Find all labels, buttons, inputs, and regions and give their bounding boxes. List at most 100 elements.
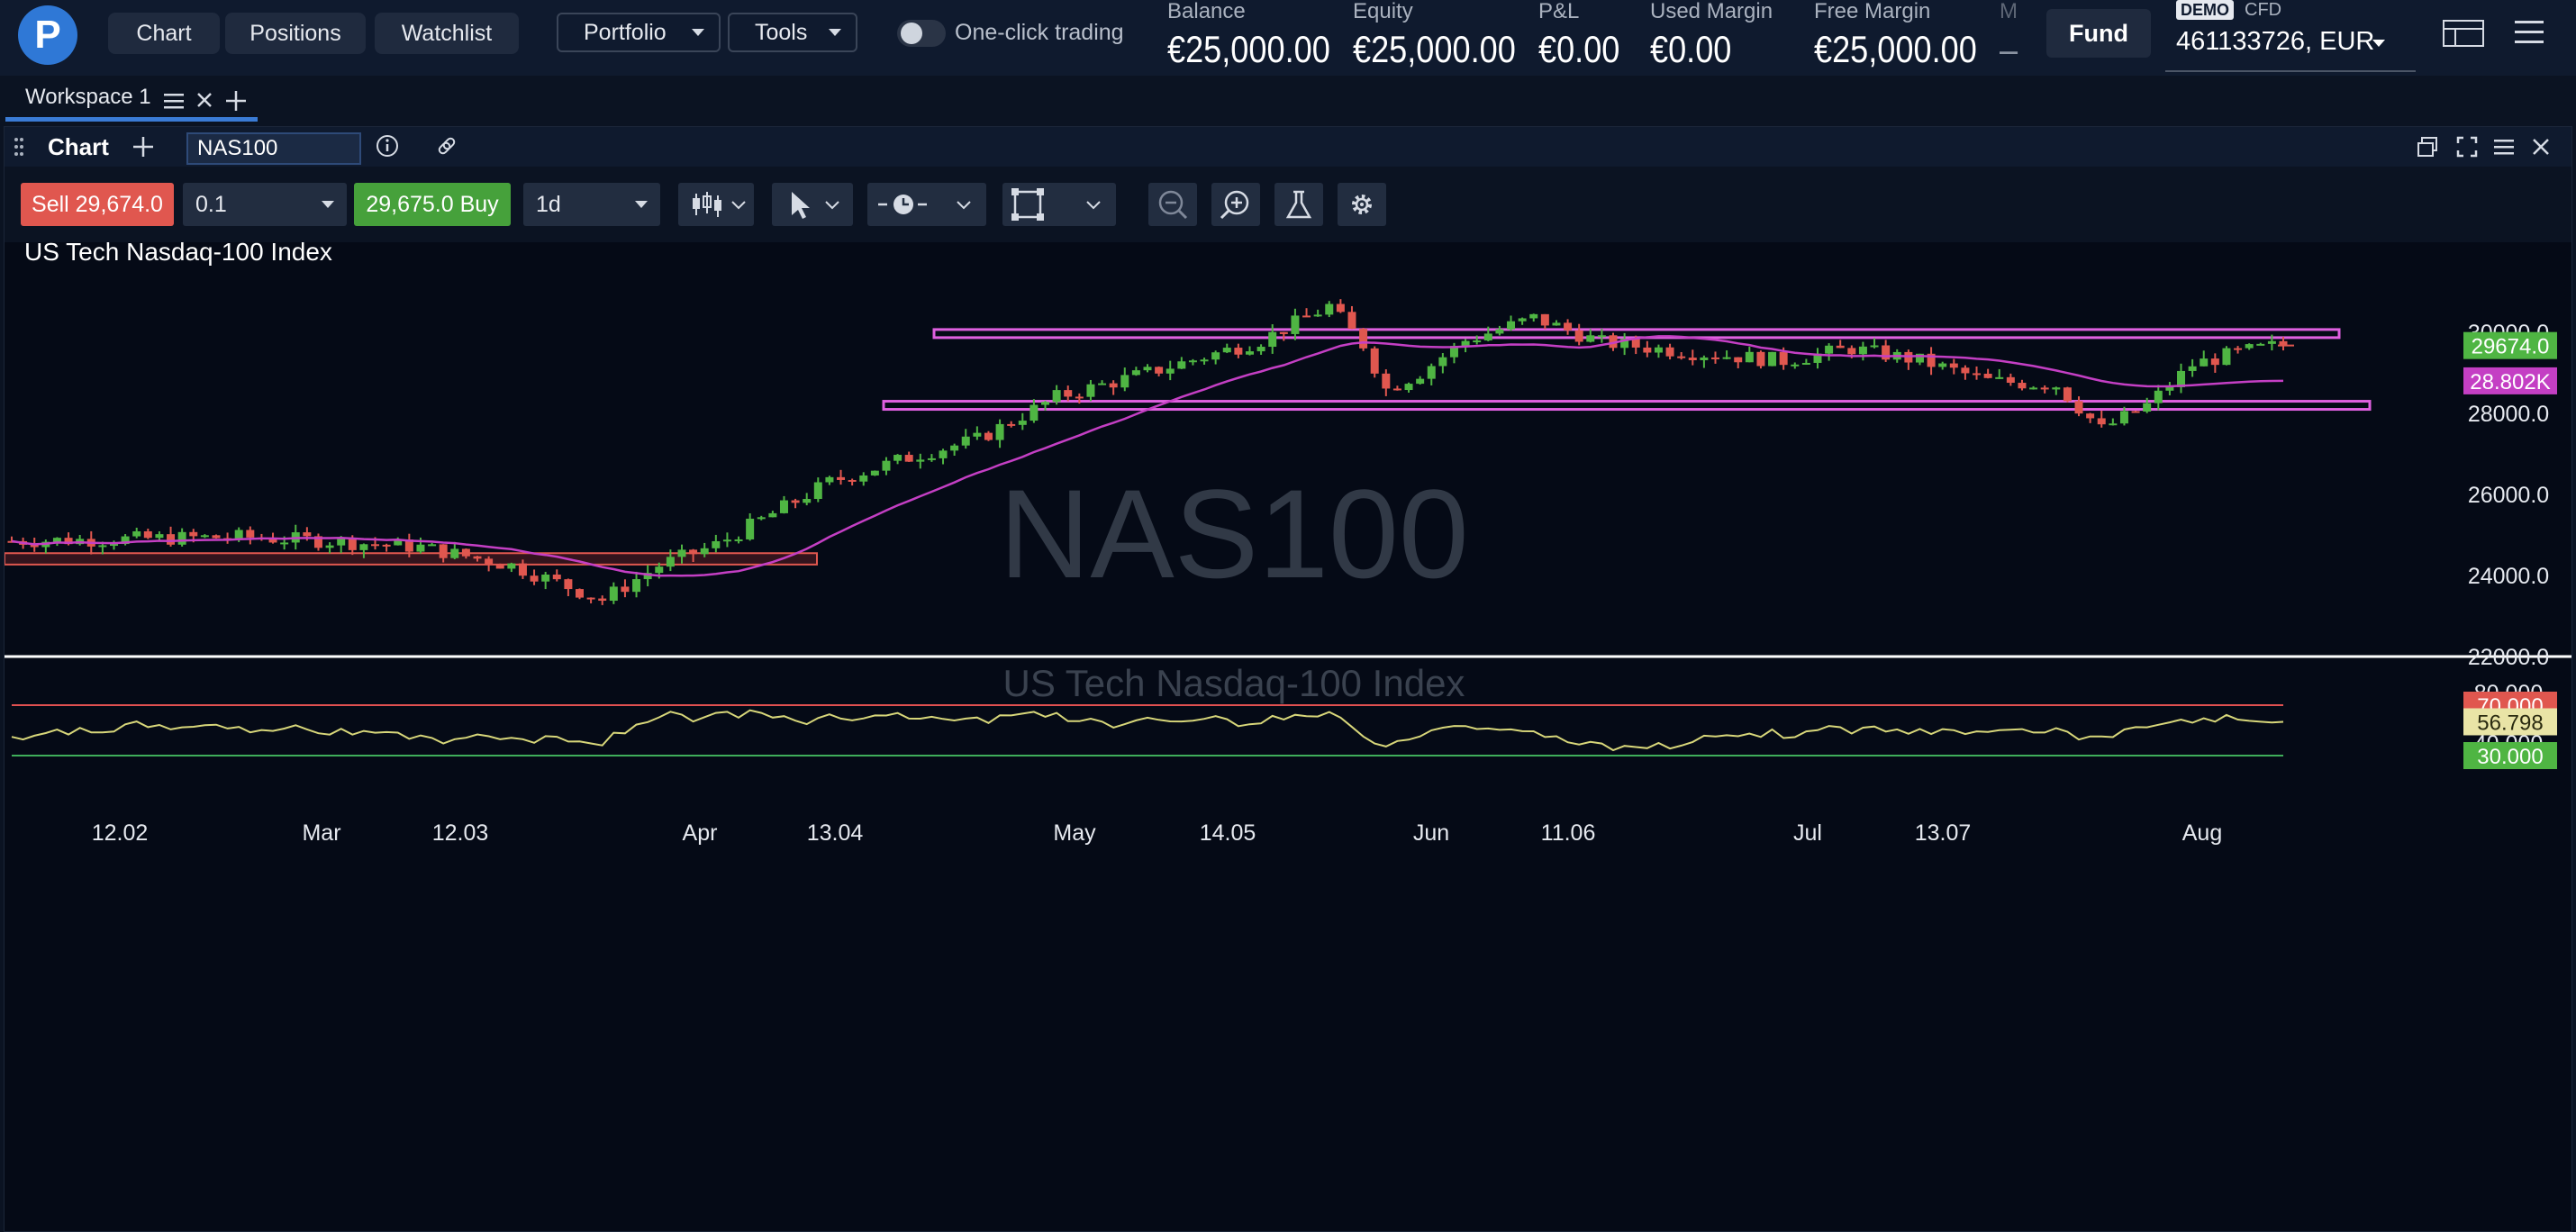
candle-body (2131, 411, 2140, 413)
candle-body (1268, 331, 1277, 348)
price-tick-label: 26000.0 (2468, 483, 2549, 508)
candle-body (837, 476, 846, 480)
candle-body (518, 563, 527, 576)
fund-button[interactable]: Fund (2046, 9, 2151, 58)
tools-dropdown[interactable]: Tools (728, 13, 857, 52)
candle-body (586, 597, 595, 600)
candle-body (791, 500, 800, 503)
stat-label: Free Margin (1814, 0, 1931, 23)
rsi-line (11, 709, 2284, 752)
workspace-menu-icon[interactable] (164, 92, 184, 110)
candle-body (1882, 345, 1891, 360)
candle-body (803, 499, 812, 503)
chart-type-icon[interactable] (678, 183, 754, 226)
portfolio-dropdown[interactable]: Portfolio (557, 13, 721, 52)
app-logo-icon[interactable]: P (18, 5, 77, 65)
candle-body (1995, 376, 2004, 379)
candle-body (1643, 347, 1652, 353)
candle-body (98, 545, 107, 548)
candle-body (757, 517, 766, 520)
cursor-tool-icon[interactable] (772, 183, 853, 226)
layout-icon[interactable] (2443, 20, 2484, 47)
tab-workspace-1[interactable]: Workspace 1 (25, 85, 151, 109)
buy-button[interactable]: 29,675.0 Buy (354, 183, 511, 226)
drag-handle-icon[interactable] (14, 136, 24, 158)
main-menu-icon[interactable] (2515, 18, 2544, 45)
chevron-down-icon (2372, 40, 2385, 47)
shape-tool-icon[interactable] (1002, 183, 1116, 226)
candle-body (700, 548, 709, 555)
candle-body (371, 544, 380, 547)
add-chart-icon[interactable] (132, 136, 154, 158)
candle-body (348, 538, 357, 550)
indicators-flask-icon[interactable] (1274, 183, 1323, 226)
candle-body (1211, 352, 1220, 360)
price-chart[interactable]: NAS100 US Tech Nasdaq-100 Index US Tech … (5, 242, 2571, 1231)
candle-body (495, 565, 504, 569)
candle-body (1677, 356, 1686, 358)
time-axis-label: Mar (302, 820, 340, 846)
candle-body (1722, 357, 1731, 359)
candle-body (1564, 322, 1573, 331)
rsi-lower-tag (2463, 742, 2557, 769)
candle-body (1801, 362, 1810, 365)
candle-body (859, 475, 868, 482)
candle-body (1109, 383, 1118, 388)
candle-body (1382, 373, 1391, 389)
candle-body (1654, 347, 1663, 353)
nav-chart-button[interactable]: Chart (108, 13, 220, 54)
candle-body (1302, 315, 1311, 318)
candle-body (1029, 404, 1039, 421)
candle-body (677, 549, 686, 557)
candle-body (564, 579, 573, 590)
info-icon[interactable] (376, 134, 399, 158)
close-workspace-icon[interactable] (196, 92, 213, 108)
watermark-name: US Tech Nasdaq-100 Index (1003, 662, 1465, 704)
candle-body (1086, 384, 1095, 397)
candle-body (609, 586, 618, 602)
account-selector[interactable]: DEMO CFD 461133726, EUR (2165, 0, 2416, 72)
nav-positions-button[interactable]: Positions (225, 13, 366, 54)
workspace-active-indicator (5, 117, 258, 122)
sell-button[interactable]: Sell 29,674.0 (21, 183, 174, 226)
time-axis-label: Jul (1793, 820, 1822, 846)
settings-gear-icon[interactable] (1338, 183, 1386, 226)
zoom-out-icon[interactable] (1148, 183, 1197, 226)
candle-body (1745, 351, 1754, 363)
symbol-search-input[interactable]: NAS100 (186, 132, 361, 165)
candle-body (1620, 339, 1629, 349)
stat-label: M (2000, 0, 2018, 23)
toggle-knob (901, 23, 922, 44)
stat-label: P&L (1538, 0, 1580, 23)
close-chart-icon[interactable] (2532, 138, 2550, 156)
candle-body (1222, 348, 1231, 353)
candle-body (359, 544, 368, 550)
zoom-in-icon[interactable] (1211, 183, 1260, 226)
candle-body (2040, 387, 2049, 390)
popout-icon[interactable] (2417, 136, 2438, 158)
candle-body (394, 539, 403, 546)
one-click-trading-toggle[interactable] (897, 20, 946, 47)
candle-body (1961, 367, 1970, 374)
candle-body (1927, 353, 1936, 367)
candle-body (1234, 348, 1243, 355)
candle-body (404, 539, 413, 552)
candle-body (132, 530, 141, 537)
nav-watchlist-button[interactable]: Watchlist (375, 13, 519, 54)
chevron-down-icon (322, 201, 334, 208)
fullscreen-icon[interactable] (2456, 136, 2478, 158)
candle-body (746, 518, 755, 539)
candle-body (779, 500, 788, 513)
add-workspace-icon[interactable] (225, 90, 247, 112)
chart-menu-icon[interactable] (2494, 138, 2514, 156)
last-price-label: 29674.0 (2472, 335, 2550, 359)
candle-body (268, 539, 277, 543)
quantity-select[interactable]: 0.1 (183, 183, 347, 226)
time-axis-label: 13.04 (807, 820, 864, 846)
quantity-value: 0.1 (195, 191, 227, 217)
timeframe-select[interactable]: 1d (523, 183, 660, 226)
candle-body (416, 544, 425, 552)
candle-body (1143, 367, 1152, 371)
line-tool-icon[interactable] (867, 183, 986, 226)
link-icon[interactable] (435, 134, 458, 158)
